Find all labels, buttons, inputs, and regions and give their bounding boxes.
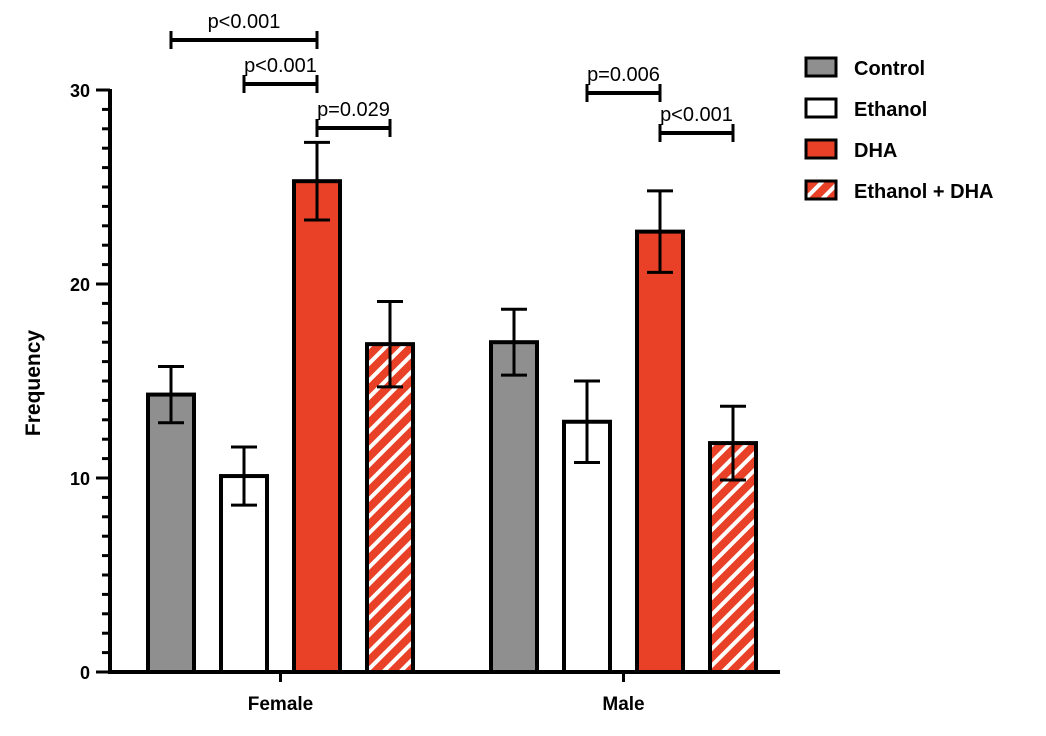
legend-label: Ethanol [854, 99, 927, 121]
x-category-label: Female [248, 694, 313, 715]
x-category-label: Male [602, 694, 644, 715]
legend-item: Ethanol + DHA [804, 179, 993, 203]
legend-item: DHA [804, 138, 897, 162]
significance-bracket: p=0.006 [585, 64, 662, 102]
significance-bracket: p<0.001 [658, 104, 735, 142]
legend-swatch [804, 138, 838, 160]
significance-label: p=0.029 [317, 99, 390, 121]
legend-label: Ethanol + DHA [854, 181, 993, 203]
legend-label: DHA [854, 140, 897, 162]
significance-label: p=0.006 [587, 64, 660, 86]
significance-label: p<0.001 [660, 104, 733, 126]
significance-label: p<0.001 [244, 55, 317, 77]
bar [292, 179, 342, 674]
axes-layer: 0 10 20 30 Female Male Frequency [22, 81, 780, 715]
legend-swatch [804, 97, 838, 119]
significance-bracket: p=0.029 [315, 99, 392, 137]
significance-bracket: p<0.001 [242, 55, 319, 93]
legend-swatch [804, 56, 838, 78]
significance-bracket: p<0.001 [169, 11, 319, 49]
y-tick-label: 0 [80, 663, 90, 683]
bars-layer [146, 140, 758, 674]
legend-swatch [804, 179, 838, 201]
bar [489, 340, 539, 674]
y-tick-label: 30 [70, 81, 90, 101]
legend-item: Ethanol [804, 97, 927, 121]
bar [146, 392, 196, 674]
significance-label: p<0.001 [208, 11, 281, 33]
bar [365, 342, 415, 674]
legend-label: Control [854, 58, 925, 80]
legend-item: Control [804, 56, 925, 80]
legend: Control Ethanol DHA Ethanol + DHA [804, 56, 993, 203]
y-axis-title: Frequency [22, 330, 45, 437]
bar [635, 229, 685, 674]
y-tick-label: 20 [70, 275, 90, 295]
y-tick-label: 10 [70, 469, 90, 489]
